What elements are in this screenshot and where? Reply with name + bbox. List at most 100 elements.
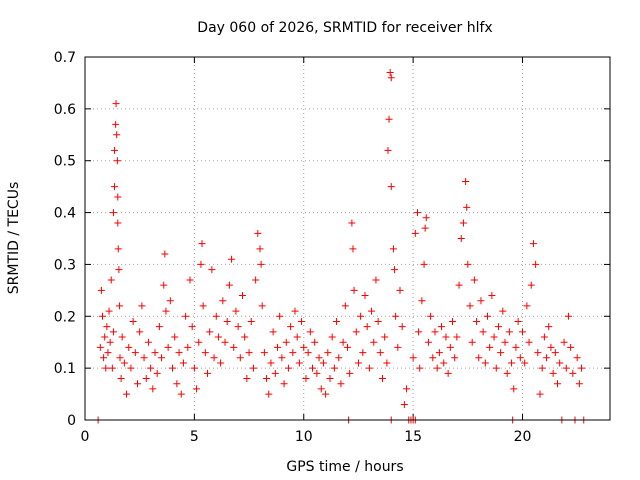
data-point (361, 292, 369, 300)
data-point (429, 354, 437, 362)
data-point (293, 333, 301, 341)
data-point (287, 323, 295, 331)
x-tick-labels: 0 5 10 15 20 (81, 429, 532, 445)
data-point (415, 328, 423, 336)
data-point (435, 349, 443, 357)
data-point (302, 375, 310, 383)
data-point (116, 354, 124, 362)
data-point (263, 375, 271, 383)
data-point (278, 354, 286, 362)
x-tick-label: 15 (404, 429, 422, 445)
data-point (234, 323, 242, 331)
data-point (256, 245, 264, 253)
data-point (127, 364, 135, 372)
data-point (217, 359, 225, 367)
data-point (414, 209, 421, 217)
data-point (396, 286, 404, 294)
data-point (239, 292, 246, 300)
data-point (525, 338, 533, 346)
data-point (481, 359, 489, 367)
data-point (206, 328, 214, 336)
data-point (114, 219, 122, 227)
data-point (424, 338, 432, 346)
data-point (326, 375, 334, 383)
data-point (97, 286, 105, 294)
data-point (341, 302, 349, 310)
data-point (503, 369, 511, 377)
data-point (551, 349, 559, 357)
data-point (129, 317, 137, 325)
data-point (136, 328, 144, 336)
data-point (101, 333, 109, 341)
y-tick-label: 0 (67, 413, 76, 429)
data-point (459, 219, 467, 227)
data-point (335, 354, 343, 362)
chart-title: Day 060 of 2026, SRMTID for receiver hlf… (197, 20, 492, 36)
data-point (492, 364, 500, 372)
data-point (442, 333, 450, 341)
data-point (352, 328, 360, 336)
data-point (521, 359, 529, 367)
data-point (201, 349, 209, 357)
data-point (554, 380, 561, 388)
data-point (545, 323, 553, 331)
data-point (315, 354, 323, 362)
data-point (384, 146, 392, 154)
y-axis-label: SRMTID / TECUs (6, 182, 22, 295)
data-point (155, 323, 163, 331)
data-point (387, 183, 395, 191)
data-point (385, 115, 393, 123)
data-point (138, 302, 146, 310)
data-point (449, 317, 456, 325)
data-point (214, 333, 222, 341)
data-point (387, 74, 395, 82)
data-point (368, 307, 376, 315)
data-point (269, 328, 277, 336)
data-point (289, 349, 297, 357)
y-tick-label: 0.7 (54, 50, 76, 66)
data-point (166, 297, 174, 305)
data-point (105, 307, 113, 315)
data-point (134, 380, 141, 388)
data-point (372, 276, 380, 284)
plot-frame (84, 56, 611, 421)
data-point (280, 380, 288, 388)
data-point (514, 317, 522, 325)
data-point (416, 364, 424, 372)
data-point (175, 349, 183, 357)
axis-ticks (84, 56, 610, 421)
data-point (298, 317, 306, 325)
data-point (113, 157, 121, 165)
data-point (527, 281, 535, 289)
data-point (212, 312, 220, 320)
y-tick-label: 0.1 (54, 361, 76, 377)
data-point (257, 260, 265, 268)
data-point (564, 312, 572, 320)
data-point (501, 338, 509, 346)
y-tick-labels: 0 0.1 0.2 0.3 0.4 0.5 0.6 0.7 (54, 50, 76, 429)
data-point (411, 229, 419, 237)
data-point (198, 240, 206, 248)
data-point (381, 333, 389, 341)
data-point (182, 312, 190, 320)
data-point (186, 276, 194, 284)
data-point (398, 323, 406, 331)
data-point (158, 354, 166, 362)
data-point (575, 380, 583, 388)
data-point (274, 343, 281, 351)
data-point (457, 235, 465, 242)
data-point (144, 338, 152, 346)
data-point (219, 297, 227, 305)
data-point (374, 317, 382, 325)
data-point (379, 375, 386, 383)
data-point (400, 400, 408, 408)
data-point (538, 364, 546, 372)
data-point (573, 354, 581, 362)
data-point (109, 209, 117, 217)
data-point (346, 369, 354, 377)
data-point (179, 359, 187, 367)
data-point (486, 343, 494, 351)
data-point (477, 297, 485, 305)
data-point (365, 364, 373, 372)
data-point (243, 375, 251, 383)
